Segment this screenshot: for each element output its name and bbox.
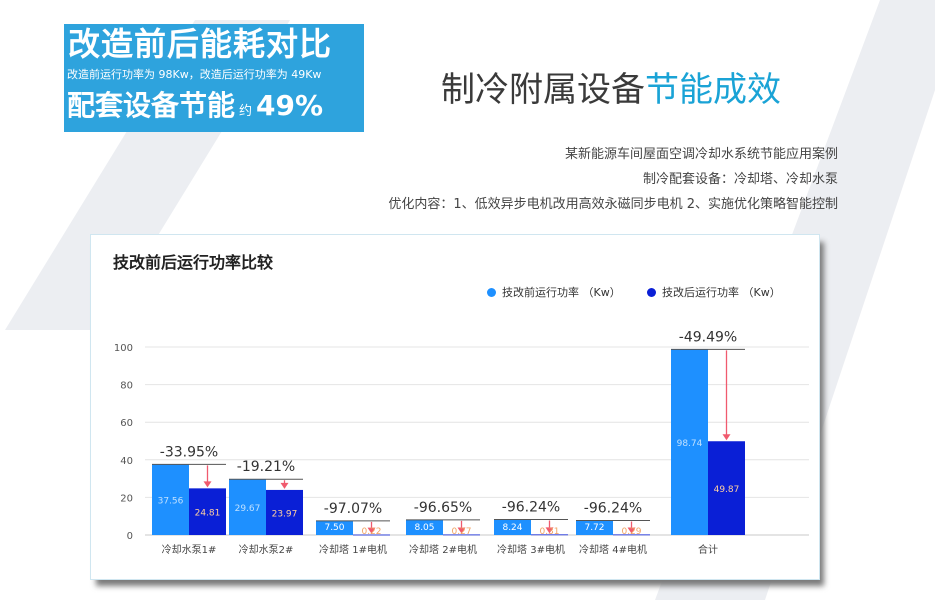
legend-swatch-after [647,287,656,297]
bar-before [671,349,708,535]
energy-summary-badge: 改造前后能耗对比 改造前运行功率为 98Kw，改造后运行功率为 49Kw 配套设… [64,24,364,132]
x-tick-label: 冷却水泵1# [162,543,217,556]
data-label-before: 37.56 [158,497,184,507]
badge-title: 改造前后能耗对比 [68,25,333,63]
change-arrowhead [457,527,466,534]
legend-label-before: 技改前运行功率 （Kw） [502,286,621,299]
data-label-after: 0.27 [451,527,471,537]
y-tick-label: 0 [127,531,133,542]
badge-savings-percent: 49% [256,89,324,122]
page-title-accent: 节能成效 [645,70,781,110]
bar-after [531,534,568,536]
optimization-description: 优化内容：1、低效异步电机改用高效永磁同步电机 2、实施优化策略智能控制 [388,197,838,212]
change-label: -96.24% [584,500,642,516]
change-arrowhead [367,527,376,534]
bar-before [152,464,189,535]
legend-label-after: 技改后运行功率 （Kw） [662,286,781,299]
y-tick-label: 80 [120,381,133,392]
legend-item-after: 技改后运行功率 （Kw） [647,284,781,300]
x-tick-label: 冷却水泵2# [239,543,294,556]
x-tick-label: 合计 [698,543,718,556]
data-label-after: 0.22 [361,527,381,537]
case-description: 某新能源车间屋面空调冷却水系统节能应用案例 [564,147,838,162]
change-arrowhead [722,434,731,441]
bar-after [266,489,303,535]
legend-swatch-before [487,287,496,297]
data-label-after: 0.31 [539,527,559,537]
change-label: -49.49% [679,329,737,345]
data-label-before: 29.67 [235,504,261,514]
change-arrowhead [627,527,636,534]
data-label-before: 8.24 [502,523,522,533]
x-tick-label: 冷却塔 4#电机 [579,543,647,556]
change-label: -19.21% [237,459,295,475]
x-tick-label: 冷却塔 1#电机 [319,543,387,556]
bar-after [443,534,480,536]
badge-subtitle: 改造前运行功率为 98Kw，改造后运行功率为 49Kw [67,68,322,81]
chart-title: 技改前后运行功率比较 [113,253,274,272]
y-tick-label: 60 [120,418,133,429]
chart-panel: 技改前后运行功率比较 技改前运行功率 （Kw） 技改后运行功率 （Kw） 0 20… [90,234,820,580]
bar-after [613,534,650,536]
data-label-before: 7.50 [324,523,344,533]
badge-approx: 约 [239,104,253,119]
change-label: -96.65% [414,500,472,516]
page-title-main: 制冷附属设备 [441,70,645,110]
equipment-description: 制冷配套设备：冷却塔、冷却水泵 [642,172,838,187]
change-arrowhead [545,527,554,534]
change-label: -96.24% [502,500,560,516]
bar-before [494,519,531,535]
change-arrowhead [203,481,212,488]
change-label: -33.95% [160,444,218,460]
bar-before [406,519,443,535]
bar-after [353,534,390,536]
bar-before [576,520,613,535]
data-label-before: 8.05 [414,523,434,533]
data-label-before: 7.72 [584,523,604,533]
badge-savings-label: 配套设备节能 [67,89,236,122]
bar-after [189,488,226,535]
x-tick-label: 冷却塔 2#电机 [409,543,477,556]
x-tick-label: 冷却塔 3#电机 [497,543,565,556]
change-label: -97.07% [324,501,382,517]
badge-savings: 配套设备节能约 49% [67,86,323,132]
data-label-after: 24.81 [195,509,221,519]
bar-after [708,441,745,535]
data-label-after: 0.29 [621,527,641,537]
data-label-before: 98.74 [677,439,703,449]
bar-chart: 0 20 40 60 80 100 -33.95% 37.56 24.81 冷却水泵1# -19.2… [114,329,809,556]
y-tick-label: 40 [120,456,133,467]
change-arrowhead [280,482,289,489]
page-title: 制冷附属设备节能成效 [441,62,781,111]
bar-before [229,479,266,535]
data-label-after: 23.97 [272,509,298,519]
legend-item-before: 技改前运行功率 （Kw） [487,284,621,300]
data-label-after: 49.87 [714,485,740,495]
bar-before [316,520,353,535]
y-tick-label: 20 [120,493,133,504]
y-tick-label: 100 [114,343,133,354]
